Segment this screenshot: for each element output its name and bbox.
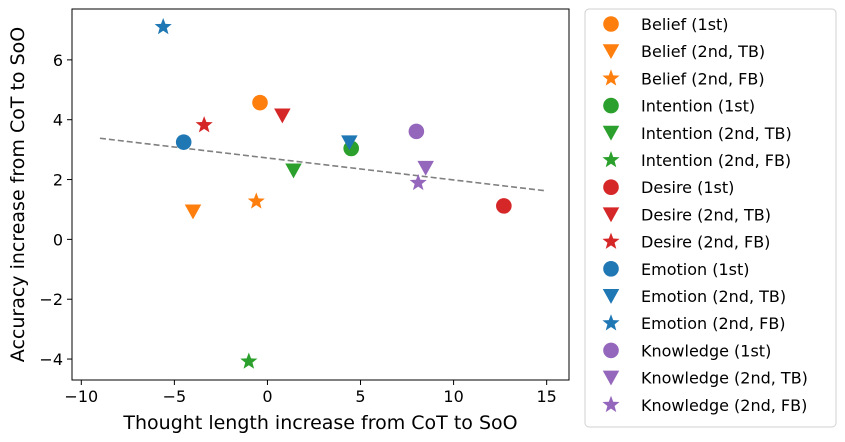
legend-marker [603,16,619,32]
legend-box [584,8,837,428]
legend-entry: Desire (2nd, TB) [641,205,771,224]
x-tick-label: 5 [355,387,365,406]
legend-marker [602,69,620,86]
legend-entry: Belief (2nd, FB) [641,69,765,88]
legend-entry: Belief (2nd, TB) [641,42,765,61]
y-axis: −4 −2 0 2 4 6 [39,51,72,369]
y-tick-label: 0 [53,230,63,249]
point-knowledge-1st [408,123,425,140]
legend-marker [603,97,619,114]
point-emotion-1st [175,134,192,150]
legend-entry: Desire (2nd, FB) [641,233,770,252]
plot-area [71,8,570,381]
point-knowledge-2nd-tb [417,160,434,176]
y-axis-label: Accuracy increase from CoT to SoO [7,27,29,362]
legend-marker [602,395,620,413]
legend-marker [602,44,620,60]
point-intention-2nd-tb [285,163,302,179]
legend-marker [602,125,620,141]
legend-marker [603,261,619,277]
legend-marker [602,232,620,249]
point-belief-2nd-tb [184,204,202,220]
x-tick-label: −5 [163,387,187,406]
legend-marker [603,342,619,359]
legend-entry: Emotion (2nd, TB) [641,287,786,306]
legend-entry: Desire (1st) [641,178,734,197]
x-tick-label: 15 [536,387,556,406]
legend-marker [602,207,620,223]
y-tick-label: 4 [53,111,63,130]
plot-frame [71,8,570,381]
legend-marker [603,179,619,195]
legend-marker [602,370,620,386]
trend-line [99,137,547,192]
legend-entry: Belief (1st) [641,15,729,34]
legend-entry: Intention (1st) [641,97,755,116]
legend-entry: Emotion (1st) [641,260,750,279]
point-desire-2nd-fb [195,116,213,133]
x-axis-label: Thought length increase from CoT to SoO [122,412,517,434]
point-emotion-2nd-fb [154,17,172,35]
legend-entry: Knowledge (1st) [641,341,771,360]
point-emotion-2nd-tb [341,135,358,151]
legend-entry: Intention (2nd, TB) [641,124,792,143]
legend-marker [602,288,620,304]
x-tick-label: 10 [443,387,463,406]
point-belief-1st [252,94,268,111]
point-desire-2nd-tb [274,108,291,124]
legend: Belief (1st) Belief (2nd, TB) Belief (2nd,… [584,8,837,428]
legend-marker [602,151,620,168]
legend-entry: Knowledge (2nd, FB) [641,396,807,415]
point-intention-2nd-fb [240,352,258,369]
y-tick-label: 2 [53,171,63,190]
legend-entry: Knowledge (2nd, TB) [641,369,808,388]
y-tick-label: −4 [39,350,63,369]
y-tick-label: −2 [39,290,63,309]
y-tick-label: 6 [53,51,63,70]
x-tick-label: −10 [64,387,98,406]
point-knowledge-2nd-fb [409,173,427,191]
point-desire-1st [496,198,512,214]
point-belief-2nd-fb [247,192,265,209]
x-tick-label: 0 [262,387,272,406]
legend-marker [602,314,620,331]
x-axis: −10 −5 0 5 10 15 [64,380,557,406]
legend-entry: Emotion (2nd, FB) [641,314,786,333]
legend-entry: Intention (2nd, FB) [641,151,791,170]
